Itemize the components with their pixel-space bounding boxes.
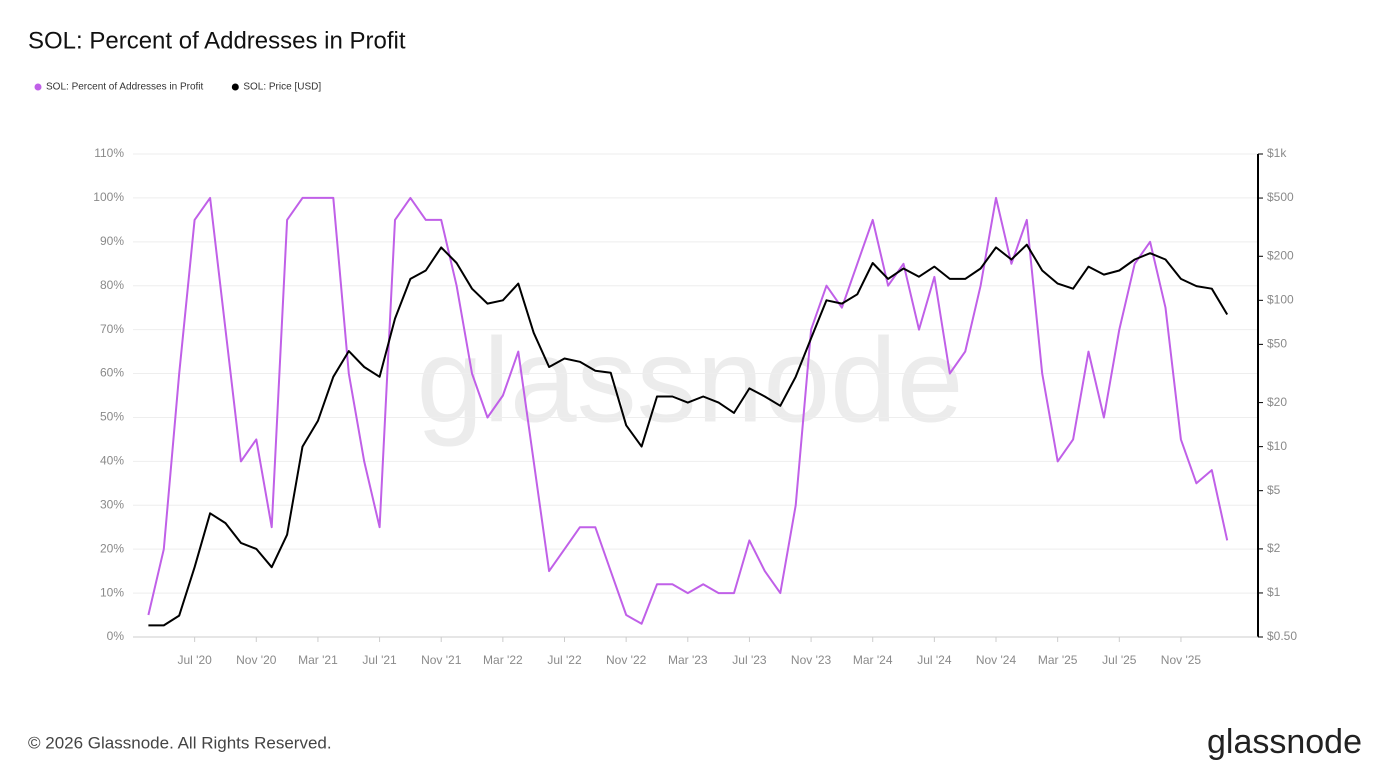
x-tick-label: Nov '20 bbox=[236, 653, 277, 667]
y-tick-label: 70% bbox=[100, 322, 124, 336]
y2-tick-label: $1 bbox=[1267, 585, 1281, 599]
y2-tick-label: $20 bbox=[1267, 395, 1287, 409]
y2-tick-label: $500 bbox=[1267, 190, 1294, 204]
y2-tick-label: $200 bbox=[1267, 248, 1294, 262]
x-tick-label: Nov '24 bbox=[976, 653, 1017, 667]
y-tick-label: 20% bbox=[100, 541, 124, 555]
x-tick-label: Mar '23 bbox=[668, 653, 708, 667]
watermark: glassnode bbox=[416, 314, 963, 448]
plot bbox=[147, 196, 1229, 627]
x-tick-label: Nov '25 bbox=[1161, 653, 1202, 667]
y2-tick-label: $0.50 bbox=[1267, 629, 1297, 643]
y-tick-label: 30% bbox=[100, 497, 124, 511]
series-line bbox=[148, 243, 1229, 627]
y-tick-label: 10% bbox=[100, 585, 124, 599]
y-tick-label: 60% bbox=[100, 366, 124, 380]
x-tick-label: Jul '25 bbox=[1102, 653, 1137, 667]
y2-tick-label: $1k bbox=[1267, 146, 1287, 160]
x-tick-label: Jul '20 bbox=[177, 653, 212, 667]
x-tick-label: Nov '21 bbox=[421, 653, 462, 667]
x-tick-label: Jul '22 bbox=[547, 653, 582, 667]
y2-tick-label: $50 bbox=[1267, 337, 1287, 351]
x-tick-label: Mar '21 bbox=[298, 653, 338, 667]
legend-marker bbox=[34, 83, 42, 91]
y2-tick-label: $5 bbox=[1267, 483, 1281, 497]
y-tick-label: 90% bbox=[100, 234, 124, 248]
x-tick-label: Nov '22 bbox=[606, 653, 647, 667]
logo: glassnode bbox=[1207, 723, 1362, 761]
y-tick-label: 110% bbox=[94, 146, 124, 160]
y2-tick-label: $100 bbox=[1267, 292, 1294, 306]
x-tick-label: Mar '25 bbox=[1038, 653, 1078, 667]
y-tick-label: 0% bbox=[107, 629, 125, 643]
y-tick-label: 80% bbox=[100, 278, 124, 292]
x-tick-label: Mar '24 bbox=[853, 653, 893, 667]
legend-marker bbox=[231, 83, 239, 91]
x-tick-label: Nov '23 bbox=[791, 653, 832, 667]
y-tick-label: 50% bbox=[100, 410, 124, 424]
legend-label: SOL: Price [USD] bbox=[243, 82, 321, 93]
legend-label: SOL: Percent of Addresses in Profit bbox=[46, 82, 204, 93]
y-tick-label: 100% bbox=[93, 190, 124, 204]
y2-tick-label: $10 bbox=[1267, 439, 1287, 453]
y-tick-label: 40% bbox=[100, 454, 124, 468]
x-tick-label: Mar '22 bbox=[483, 653, 523, 667]
x-tick-label: Jul '24 bbox=[917, 653, 952, 667]
x-tick-label: Jul '21 bbox=[362, 653, 397, 667]
series-line bbox=[147, 196, 1229, 625]
footer: © 2026 Glassnode. All Rights Reserved. bbox=[28, 733, 332, 752]
x-tick-label: Jul '23 bbox=[732, 653, 767, 667]
y2-tick-label: $2 bbox=[1267, 541, 1281, 555]
chart-title: SOL: Percent of Addresses in Profit bbox=[28, 27, 406, 54]
